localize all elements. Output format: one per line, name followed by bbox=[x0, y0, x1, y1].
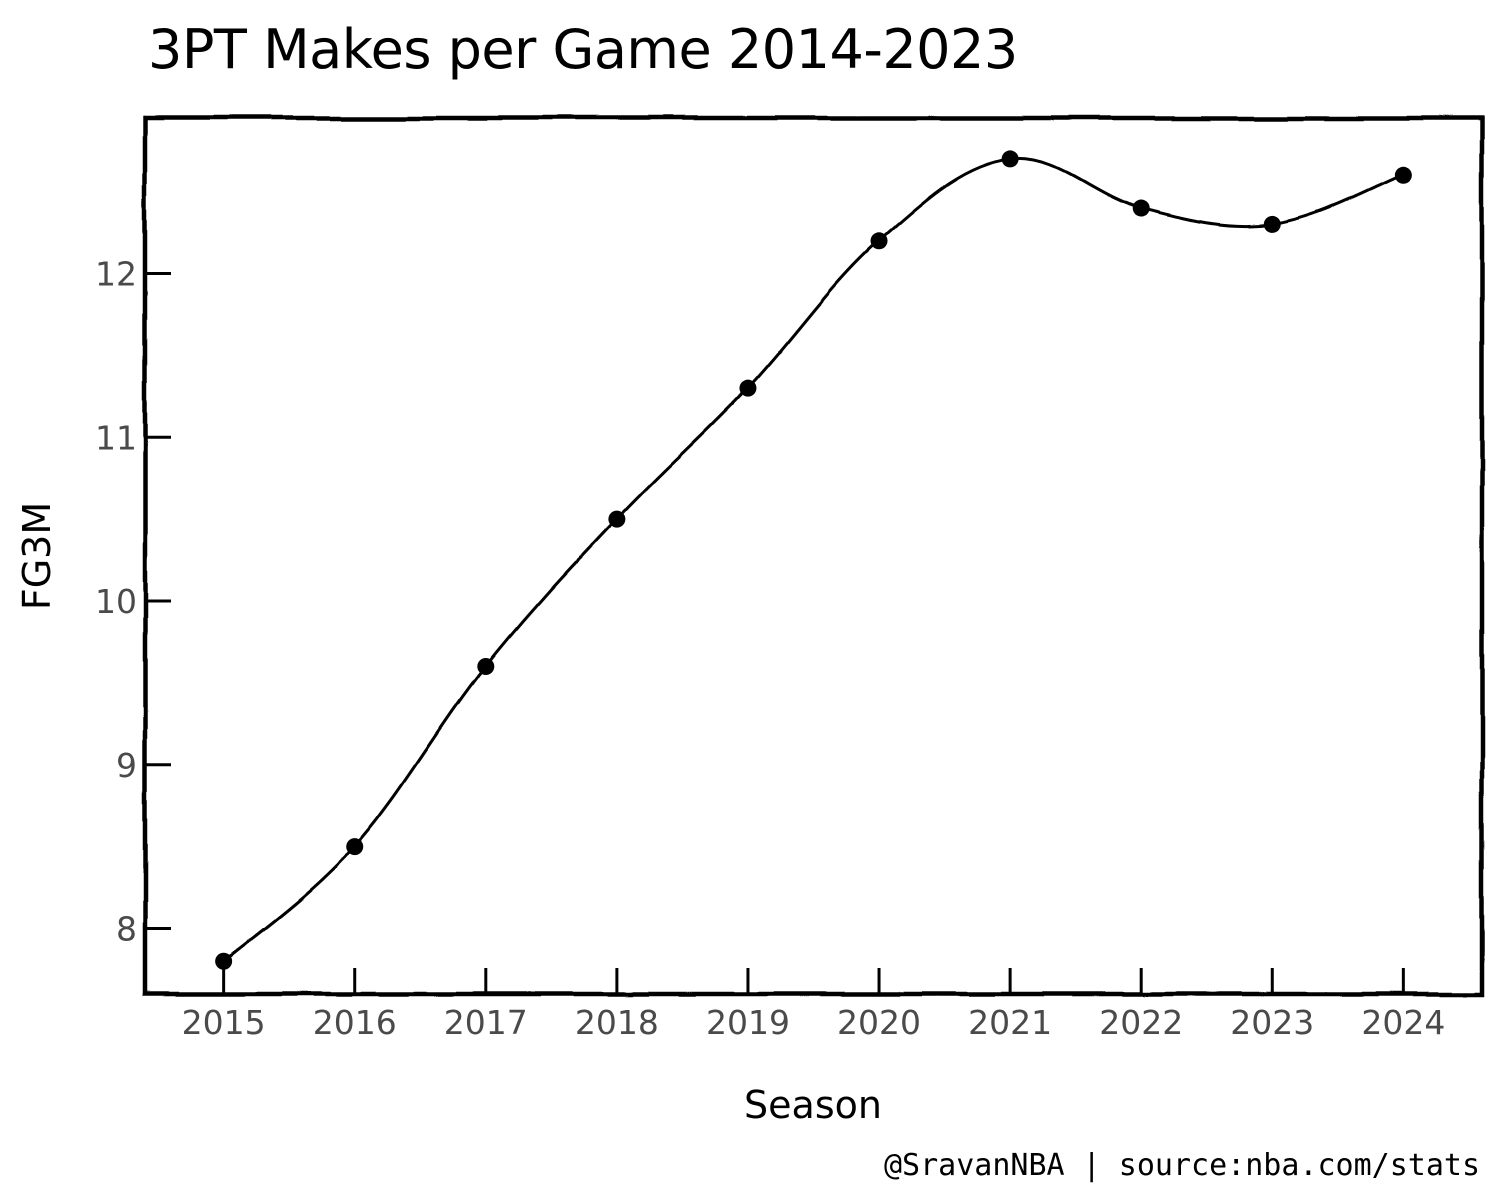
x-axis-ticks: 2015 2016 2017 2018 2019 2020 2021 2022 2023 2024 bbox=[182, 968, 1445, 1042]
y-tick-label: 9 bbox=[116, 746, 137, 785]
y-tick-label: 12 bbox=[95, 255, 137, 294]
data-point bbox=[608, 510, 626, 528]
data-point bbox=[346, 838, 364, 856]
data-point bbox=[1263, 215, 1281, 233]
x-tick-label: 2021 bbox=[968, 1003, 1052, 1042]
data-points bbox=[215, 150, 1412, 970]
x-tick-label: 2020 bbox=[837, 1003, 921, 1042]
x-tick-label: 2016 bbox=[313, 1003, 397, 1042]
x-tick-label: 2018 bbox=[575, 1003, 659, 1042]
x-tick-label: 2023 bbox=[1230, 1003, 1314, 1042]
plot-frame bbox=[142, 115, 1485, 997]
x-tick-label: 2024 bbox=[1361, 1003, 1445, 1042]
x-tick-label: 2015 bbox=[182, 1003, 266, 1042]
y-tick-label: 11 bbox=[95, 418, 137, 457]
data-point bbox=[1394, 166, 1412, 184]
chart-title: 3PT Makes per Game 2014-2023 bbox=[148, 18, 1018, 81]
x-tick-label: 2017 bbox=[444, 1003, 528, 1042]
data-point bbox=[1001, 150, 1019, 168]
x-tick-label: 2019 bbox=[706, 1003, 790, 1042]
data-point bbox=[215, 952, 233, 970]
y-axis-label: FG3M bbox=[15, 502, 59, 610]
x-tick-label: 2022 bbox=[1099, 1003, 1183, 1042]
y-axis-ticks: 8 9 10 11 12 bbox=[95, 255, 171, 949]
data-point bbox=[1132, 199, 1150, 217]
data-point bbox=[477, 658, 495, 676]
source-credit: @SravanNBA | source:nba.com/stats bbox=[884, 1148, 1480, 1183]
data-point bbox=[739, 379, 757, 397]
y-tick-label: 10 bbox=[95, 582, 137, 621]
series-line bbox=[222, 156, 1404, 963]
data-point bbox=[870, 232, 888, 250]
y-tick-label: 8 bbox=[116, 910, 137, 949]
x-axis-label: Season bbox=[744, 1083, 882, 1127]
